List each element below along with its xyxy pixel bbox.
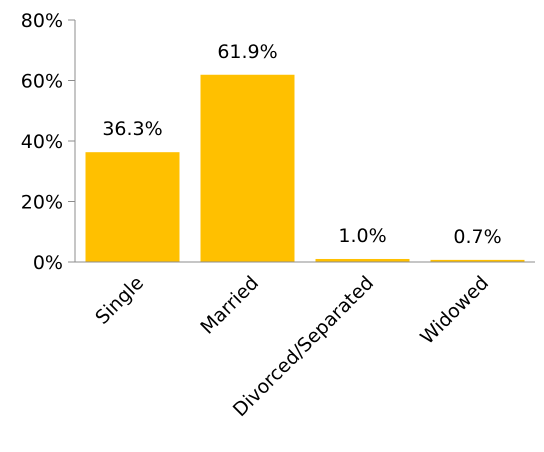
y-tick-label: 60% [21,71,63,93]
data-label: 0.7% [453,226,501,248]
y-tick-label: 0% [33,252,63,274]
bar [85,152,180,262]
bar [315,258,410,262]
data-labels: 36.3% 61.9% 1.0% 0.7% [102,41,501,248]
bars [85,74,525,262]
y-tick-label: 40% [21,131,63,153]
bar [430,259,525,262]
bar [200,74,295,262]
y-tick-label: 80% [21,10,63,32]
data-label: 36.3% [102,118,162,140]
data-label: 1.0% [338,225,386,247]
x-tick-label: Single [91,272,148,329]
x-tick-label: Married [196,272,263,339]
y-tick-label: 20% [21,192,63,214]
x-tick-label: Widowed [416,272,493,349]
y-axis: 0% 20% 40% 60% 80% [21,10,76,274]
data-label: 61.9% [217,41,277,63]
